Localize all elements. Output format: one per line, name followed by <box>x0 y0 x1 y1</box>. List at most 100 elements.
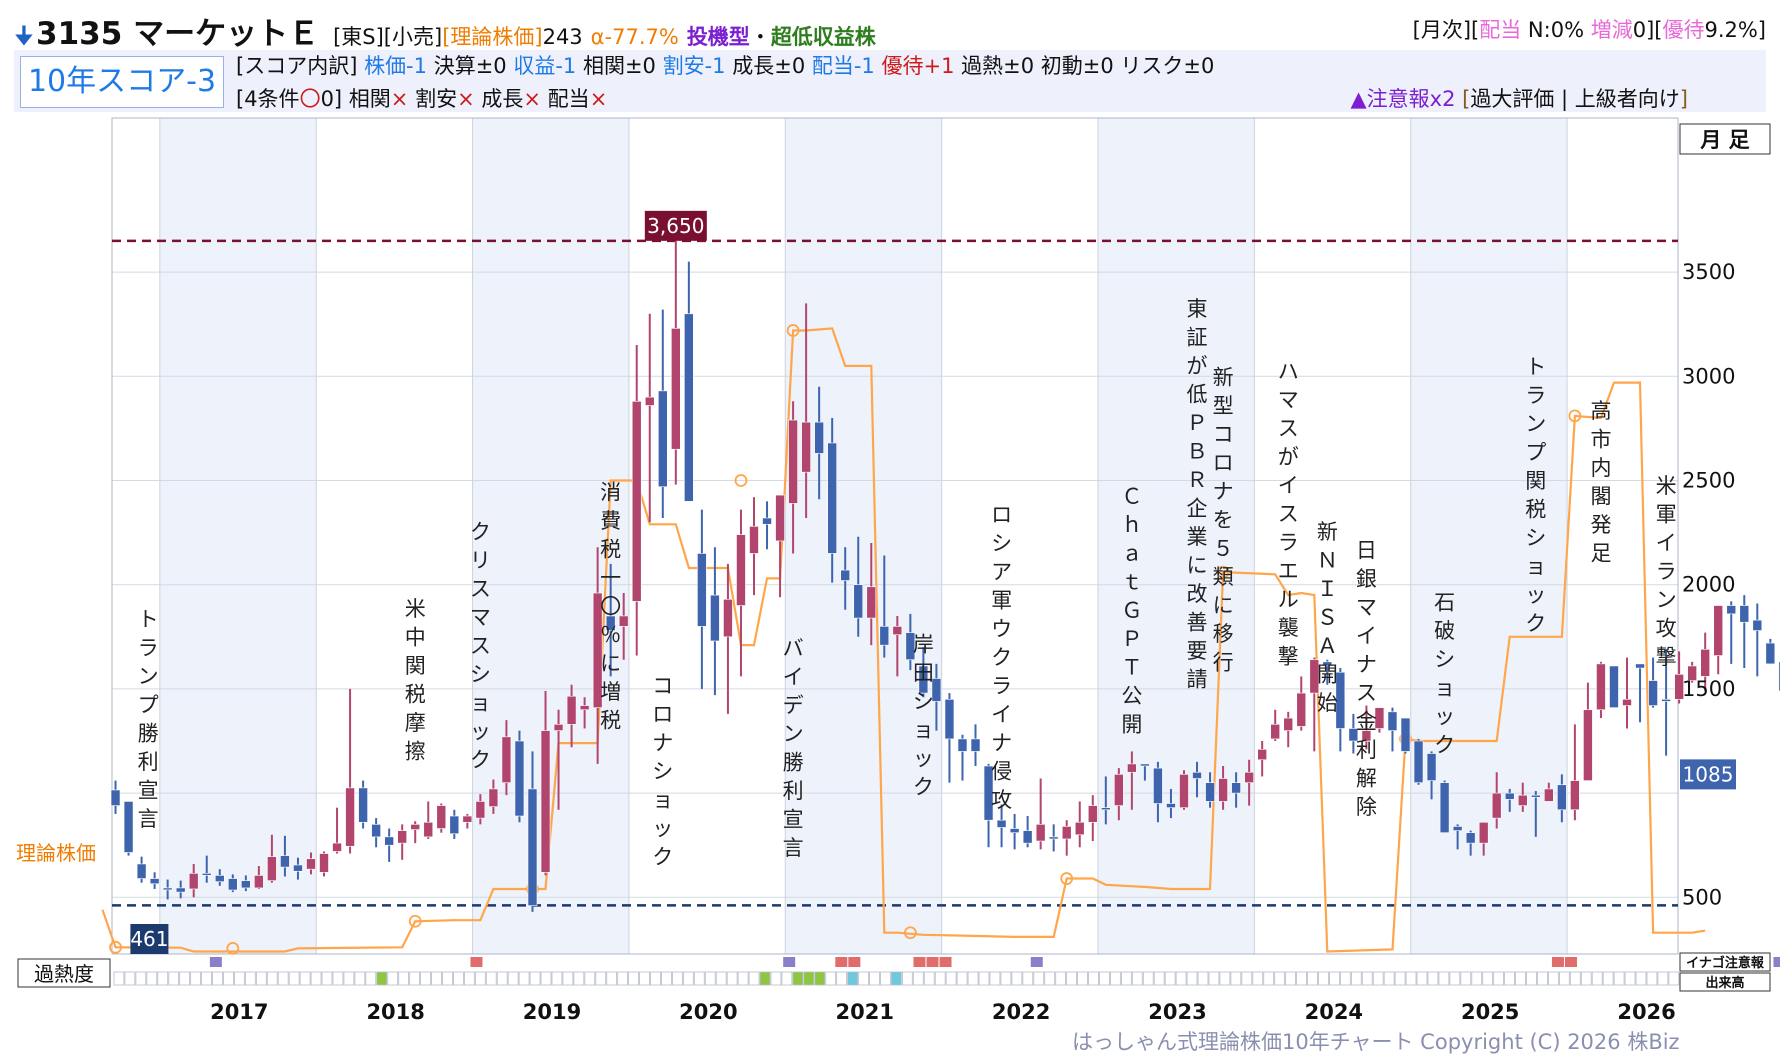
heat-cell <box>365 971 377 986</box>
candle-body <box>697 553 707 627</box>
four-conditions: [4条件〇0] 相関× 割安× 成長× 配当× <box>236 83 607 113</box>
candle-body <box>501 736 512 783</box>
event-label: コロナショック <box>652 674 673 869</box>
candle-body <box>423 821 434 838</box>
breakdown-part-5: 割安-1 <box>662 54 726 78</box>
heat-cell <box>573 971 585 986</box>
max-tag-box <box>644 210 707 241</box>
header: 🠋 3135 マーケットＥ [東S][小売] [理論株価] 243 α-77.7… <box>0 0 1780 118</box>
reference-lines <box>112 239 1678 907</box>
candle-body <box>1153 767 1163 804</box>
theory-label: [理論株価] <box>442 25 543 49</box>
heat-cell <box>135 971 147 986</box>
heat-cell <box>693 971 705 986</box>
event-label: 東証が低ＰＢＲ企業に改善要請 <box>1187 297 1208 692</box>
heat-cell <box>157 971 169 986</box>
candle-body <box>918 665 929 694</box>
heat-cell <box>1142 971 1154 986</box>
heat-cell <box>1372 971 1384 986</box>
heat-cell <box>1635 971 1647 986</box>
candle-body <box>1439 782 1450 833</box>
heat-cell <box>409 971 420 986</box>
candle-body <box>1244 771 1254 783</box>
heat-cell <box>1186 971 1198 986</box>
y-tick-label: 2500 <box>1682 469 1735 493</box>
heat-cell <box>1099 971 1110 986</box>
heat-cell <box>956 971 968 986</box>
heat-cell <box>1449 971 1461 986</box>
candle-body <box>1491 792 1502 819</box>
heat-cell <box>168 971 180 986</box>
candle-body <box>384 836 394 846</box>
heat-cell <box>332 971 344 986</box>
alpha-value: α-77.7% <box>590 25 679 49</box>
heat-cell <box>1055 971 1066 986</box>
heat-cell <box>266 971 278 986</box>
theory-marker <box>903 926 917 940</box>
event-label: 消費税一〇％に増税 <box>600 480 621 732</box>
x-year-label: 2026 <box>1617 1000 1675 1024</box>
increase-label: 増減 <box>1590 18 1633 42</box>
year-bands <box>159 118 1568 954</box>
heat-cell <box>1559 971 1570 986</box>
heat-cell <box>1219 971 1231 986</box>
candle-body <box>1231 782 1241 794</box>
candle-body <box>1609 665 1619 708</box>
theory-marker <box>408 914 422 928</box>
candle-body <box>280 855 290 868</box>
heat-cell <box>1361 971 1373 986</box>
candle-body <box>1648 680 1658 706</box>
heat-cell <box>551 971 563 986</box>
y-tick-label: 2000 <box>1682 573 1735 597</box>
candle-body <box>553 724 564 731</box>
yutai-label: 優待 <box>1662 18 1705 42</box>
candle-body <box>775 494 785 542</box>
eval-open: [ <box>1455 87 1471 111</box>
period-box[interactable] <box>1679 123 1771 155</box>
candle-body <box>605 615 616 631</box>
heat-cell <box>244 971 256 986</box>
heat-cell <box>113 971 125 986</box>
candle-body <box>579 705 590 711</box>
inago-label: イナゴ注意報 <box>1686 955 1765 971</box>
candle-body <box>931 678 942 702</box>
heat-cell <box>1329 971 1340 986</box>
heat-cell <box>496 971 508 986</box>
candle-body <box>345 787 355 847</box>
condition-part-7: × <box>523 87 541 111</box>
heat-cell <box>1000 971 1012 986</box>
heat-cell <box>1657 971 1669 986</box>
condition-part-5: × <box>457 87 475 111</box>
theory-marker <box>109 940 122 954</box>
candle-body <box>1752 619 1763 631</box>
warning-text[interactable]: ▲注意報x2 <box>1350 87 1456 111</box>
candle-body <box>1531 794 1541 798</box>
market-tag: [東S][小売] <box>333 25 443 49</box>
condition-part-3: × <box>390 87 409 111</box>
x-year-label: 2023 <box>1148 1000 1206 1024</box>
heat-cell <box>1296 971 1307 986</box>
heat-cell <box>540 971 552 986</box>
candle-body <box>1035 824 1046 842</box>
heat-cell <box>989 971 1001 986</box>
candle-body <box>1387 711 1398 731</box>
heat-cell <box>343 971 355 986</box>
candle-body <box>371 824 381 838</box>
theory-marker <box>1216 565 1230 579</box>
heat-cell <box>1405 971 1417 986</box>
candle-body <box>736 534 746 606</box>
condition-part-6: 成長 <box>474 87 524 111</box>
heat-label: 過熱度 <box>34 962 94 986</box>
candle-body <box>228 878 238 891</box>
score-box[interactable]: 10年スコア-3 <box>20 56 224 108</box>
candle-body <box>1127 763 1137 773</box>
monthly-info: [月次][配当 N:0% 増減0][優待9.2%] <box>1413 14 1766 44</box>
candlesticks <box>110 240 1780 912</box>
candle-body <box>1557 784 1567 811</box>
grid-lines <box>112 118 1678 954</box>
x-year-label: 2020 <box>679 1000 737 1024</box>
event-label: ロシア軍ウクライナ侵攻 <box>991 503 1012 812</box>
heat-cell <box>1569 971 1581 986</box>
type-badge-2: 超低収益株 <box>770 25 876 49</box>
candle-body <box>618 615 629 627</box>
